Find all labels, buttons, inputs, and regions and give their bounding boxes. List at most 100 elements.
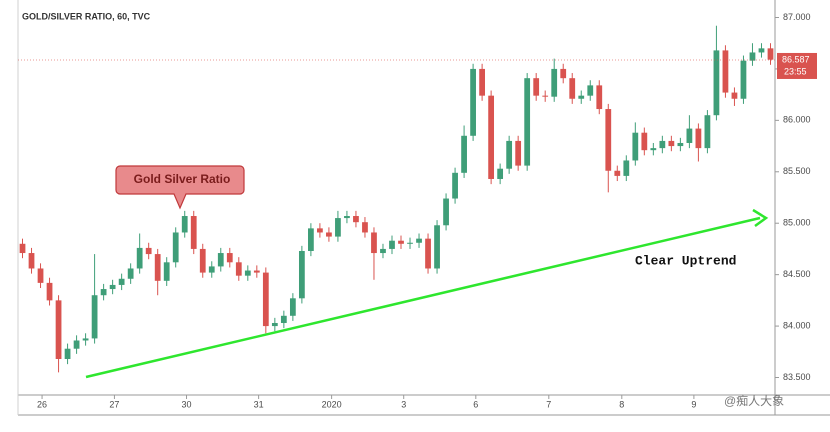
candle-body <box>154 254 161 281</box>
candle-body <box>398 240 404 244</box>
x-tick-label: 2020 <box>322 399 342 409</box>
y-tick-label: 87.000 <box>783 12 811 22</box>
candle-body <box>641 132 648 151</box>
candle-body <box>749 52 756 61</box>
candle-body <box>28 253 35 269</box>
candle-body <box>253 270 260 273</box>
candle-body <box>425 238 431 269</box>
candle-body <box>623 160 630 176</box>
candle-body <box>659 140 666 149</box>
annotation-balloon <box>115 165 245 210</box>
candle-body <box>470 68 476 136</box>
candle-body <box>235 262 242 276</box>
candle-body <box>524 78 531 166</box>
candle-body <box>190 216 197 249</box>
candle-body <box>695 128 702 149</box>
y-tick-label: 86.000 <box>783 115 811 125</box>
x-tick-label: 31 <box>254 399 264 409</box>
y-tick-label: 85.000 <box>783 218 811 228</box>
candle-body <box>686 128 693 143</box>
candle-body <box>37 268 44 283</box>
candle-body <box>308 228 314 251</box>
candle-body <box>19 243 26 254</box>
y-tick-label: 83.500 <box>783 372 811 382</box>
candle-body <box>596 85 603 110</box>
candle-body <box>542 95 549 97</box>
candle-body <box>479 68 485 96</box>
candle-body <box>740 60 747 99</box>
countdown-label: 23:55 <box>784 66 807 76</box>
candle-body <box>767 48 774 60</box>
candle-body <box>533 78 540 96</box>
candle-body <box>163 262 170 281</box>
candle-body <box>335 218 341 237</box>
candle-body <box>244 270 251 276</box>
candle-body <box>677 142 684 147</box>
candle-body <box>91 295 98 339</box>
y-tick-label: 84.000 <box>783 320 811 330</box>
candle-body <box>353 216 359 223</box>
trend-arrowhead <box>752 208 769 228</box>
candle-body <box>217 253 224 267</box>
candle-body <box>271 322 278 327</box>
annotation-text: Gold Silver Ratio <box>134 172 231 186</box>
candle-body <box>181 216 188 233</box>
candle-body <box>64 348 71 359</box>
candle-body <box>515 140 522 166</box>
y-tick-label: 85.500 <box>783 166 811 176</box>
candles <box>19 25 774 373</box>
candle-body <box>713 50 720 116</box>
candle-body <box>118 278 125 285</box>
candle-body <box>632 132 639 161</box>
x-tick-label: 30 <box>182 399 192 409</box>
candle-body <box>317 228 323 233</box>
x-tick-label: 3 <box>401 399 406 409</box>
x-tick-label: 6 <box>473 399 478 409</box>
candle-body <box>371 232 377 254</box>
candle-body <box>434 225 440 269</box>
candle-body <box>578 95 585 99</box>
x-tick-label: 8 <box>619 399 624 409</box>
candle-body <box>226 253 233 263</box>
x-tick-label: 26 <box>37 399 47 409</box>
x-tick-label: 7 <box>546 399 551 409</box>
candle-body <box>731 92 738 99</box>
candle-body <box>55 300 62 359</box>
candle-body <box>262 272 269 327</box>
trend-label: Clear Uptrend <box>635 253 736 268</box>
candle-body <box>587 85 594 96</box>
candle-body <box>127 268 134 279</box>
candle-body <box>344 216 350 219</box>
candle-body <box>208 266 215 273</box>
candle-body <box>109 284 116 290</box>
candle-body <box>461 135 467 173</box>
candle-body <box>722 50 729 93</box>
candle-body <box>704 115 711 149</box>
candle-body <box>407 242 413 244</box>
candle-body <box>551 68 558 97</box>
last-price-box <box>777 52 817 79</box>
candle-body <box>73 340 80 349</box>
candle-body <box>488 95 495 179</box>
candle-body <box>497 168 504 179</box>
candle-body <box>82 338 89 341</box>
candle-body <box>100 289 107 296</box>
trend-line <box>85 216 761 379</box>
candle-body <box>326 232 332 237</box>
candle-body <box>560 68 567 79</box>
watermark: @痴人大象 <box>724 393 784 408</box>
candle-body <box>172 232 179 263</box>
x-tick-label: 27 <box>109 399 119 409</box>
candle-body <box>758 48 765 53</box>
candle-body <box>443 198 449 226</box>
candle-body <box>569 78 576 99</box>
candle-body <box>362 222 368 233</box>
candle-body <box>668 140 675 147</box>
y-tick-label: 84.500 <box>783 269 811 279</box>
candle-body <box>452 172 458 199</box>
candle-body <box>614 170 621 176</box>
candle-body <box>380 248 386 254</box>
candle-body <box>46 282 53 301</box>
